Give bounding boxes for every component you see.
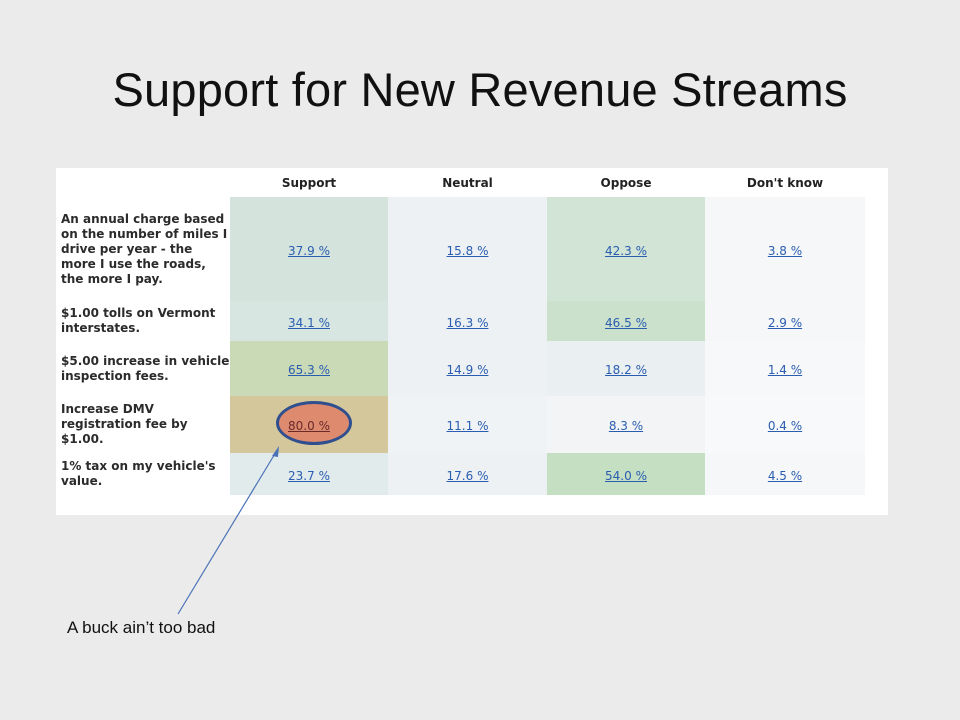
row-label-mileage-charge: An annual charge based on the number of …: [61, 211, 228, 286]
cell-dont-know: 4.5 %: [705, 453, 865, 495]
row-label-vehicle-value-tax: 1% tax on my vehicle's value.: [61, 459, 216, 488]
row-label-inspection-fees: $5.00 increase in vehicle inspection fee…: [61, 353, 230, 383]
support-percent-link[interactable]: 34.1 %: [288, 315, 330, 330]
cell-oppose: 54.0 %: [547, 453, 705, 495]
dont-know-percent-link[interactable]: 3.8 %: [767, 243, 803, 258]
oppose-percent-link[interactable]: 54.0 %: [605, 468, 647, 483]
dont-know-percent-link[interactable]: 0.4 %: [767, 419, 803, 433]
table-row: $1.00 tolls on Vermont interstates. 34.1…: [61, 301, 865, 341]
cell-support: 65.3 %: [230, 341, 388, 396]
cell-dont-know: 2.9 %: [705, 301, 865, 341]
cell-oppose: 42.3 %: [547, 197, 705, 301]
oppose-percent-link[interactable]: 46.5 %: [605, 315, 647, 330]
cell-neutral: 14.9 %: [388, 341, 547, 396]
column-header-oppose: Oppose: [600, 175, 652, 190]
neutral-percent-link[interactable]: 14.9 %: [446, 363, 489, 377]
cell-oppose: 18.2 %: [547, 341, 705, 396]
cell-oppose: 46.5 %: [547, 301, 705, 341]
cell-dont-know: 0.4 %: [705, 396, 865, 453]
support-percent-link[interactable]: 37.9 %: [288, 243, 330, 258]
support-percent-link-highlighted[interactable]: 80.0 %: [288, 419, 330, 433]
cell-support: 37.9 %: [230, 197, 388, 301]
support-percent-link[interactable]: 65.3 %: [288, 363, 330, 377]
cell-dont-know: 3.8 %: [705, 197, 865, 301]
dont-know-percent-link[interactable]: 1.4 %: [767, 363, 803, 377]
neutral-percent-link[interactable]: 16.3 %: [446, 315, 489, 330]
cell-dont-know: 1.4 %: [705, 341, 865, 396]
neutral-percent-link[interactable]: 11.1 %: [446, 419, 489, 433]
table-header-row: Support Neutral Oppose Don't know: [61, 168, 865, 197]
cell-neutral: 17.6 %: [388, 453, 547, 495]
oppose-percent-link[interactable]: 8.3 %: [608, 419, 644, 433]
slide-title: Support for New Revenue Streams: [112, 63, 848, 116]
table-row: $5.00 increase in vehicle inspection fee…: [61, 341, 865, 396]
cell-neutral: 16.3 %: [388, 301, 547, 341]
survey-results-table: Support Neutral Oppose Don't know An ann…: [61, 168, 865, 495]
support-percent-link[interactable]: 23.7 %: [288, 468, 330, 483]
oppose-percent-link[interactable]: 18.2 %: [605, 363, 647, 377]
cell-oppose: 8.3 %: [547, 396, 705, 453]
neutral-percent-link[interactable]: 17.6 %: [446, 468, 489, 483]
cell-support: 34.1 %: [230, 301, 388, 341]
table-row: An annual charge based on the number of …: [61, 197, 865, 301]
highlight-circle: [276, 401, 353, 445]
header-empty: [61, 168, 230, 197]
cell-neutral: 15.8 %: [388, 197, 547, 301]
column-header-support: Support: [281, 175, 337, 190]
cell-support: 80.0 %: [230, 396, 388, 453]
dont-know-percent-link[interactable]: 4.5 %: [767, 468, 803, 483]
row-label-dmv-registration: Increase DMV registration fee by $1.00.: [61, 402, 188, 446]
table-row: 1% tax on my vehicle's value. 23.7 % 17.…: [61, 453, 865, 495]
highlight-circle-wrap: 80.0 %: [276, 401, 353, 445]
cell-support: 23.7 %: [230, 453, 388, 495]
survey-table-panel: Support Neutral Oppose Don't know An ann…: [56, 168, 888, 515]
neutral-percent-link[interactable]: 15.8 %: [446, 243, 489, 258]
row-label-interstate-tolls: $1.00 tolls on Vermont interstates.: [61, 306, 216, 335]
dont-know-percent-link[interactable]: 2.9 %: [767, 315, 803, 330]
oppose-percent-link[interactable]: 42.3 %: [605, 243, 647, 258]
annotation-text: A buck ain’t too bad: [67, 618, 216, 637]
cell-neutral: 11.1 %: [388, 396, 547, 453]
column-header-dont-know: Don't know: [746, 175, 824, 190]
column-header-neutral: Neutral: [442, 175, 493, 190]
table-row: Increase DMV registration fee by $1.00. …: [61, 396, 865, 453]
